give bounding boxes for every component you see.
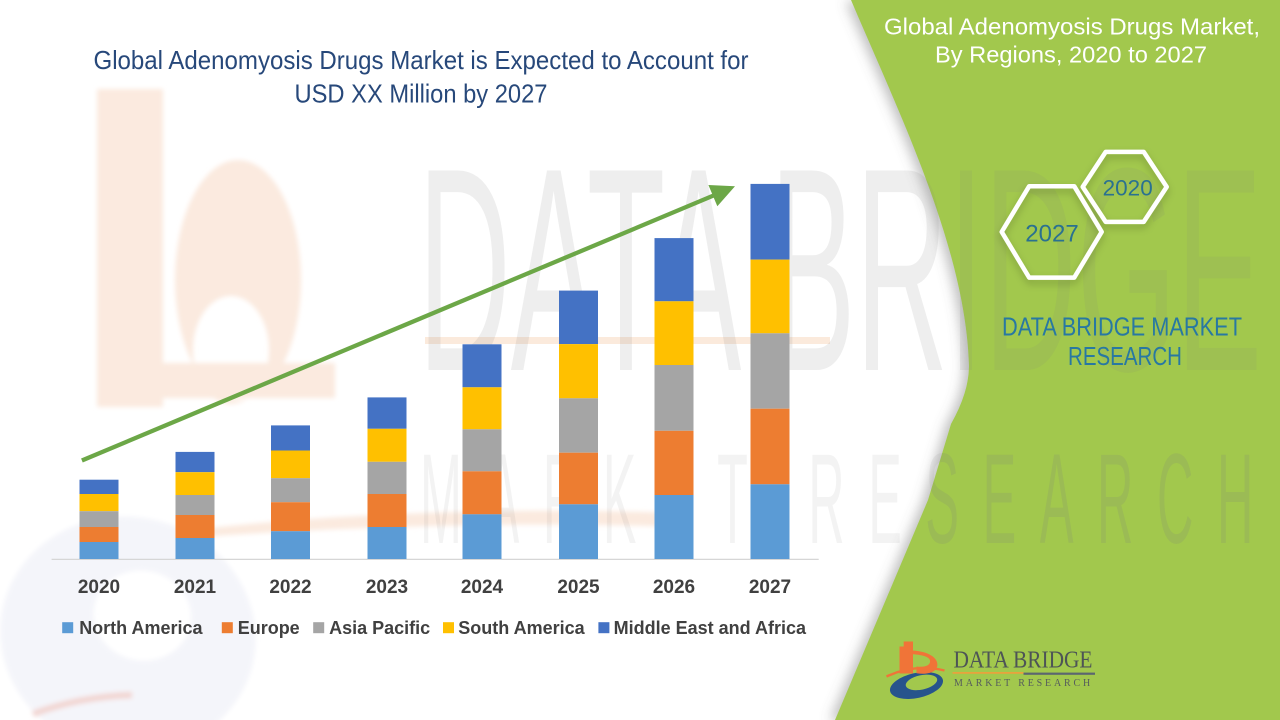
svg-text:2026: 2026 — [653, 577, 695, 598]
svg-text:Global Adenomyosis Drugs Marke: Global Adenomyosis Drugs Market, — [884, 14, 1260, 40]
svg-text:South America: South America — [458, 618, 585, 638]
svg-text:2023: 2023 — [366, 577, 408, 598]
svg-text:2021: 2021 — [174, 577, 217, 598]
svg-text:2024: 2024 — [461, 577, 504, 598]
svg-text:2027: 2027 — [749, 577, 791, 598]
svg-text:2025: 2025 — [557, 577, 600, 598]
svg-text:RESEARCH: RESEARCH — [1068, 341, 1182, 371]
svg-text:Middle East and Africa: Middle East and Africa — [614, 618, 807, 638]
svg-text:DATA BRIDGE: DATA BRIDGE — [954, 647, 1093, 674]
svg-text:Asia Pacific: Asia Pacific — [329, 618, 430, 638]
svg-text:MARKET RESEARCH: MARKET RESEARCH — [954, 678, 1093, 689]
svg-text:2022: 2022 — [269, 577, 311, 598]
svg-text:Global Adenomyosis Drugs Marke: Global Adenomyosis Drugs Market is Expec… — [94, 45, 749, 75]
svg-text:DATA BRIDGE MARKET: DATA BRIDGE MARKET — [1002, 312, 1242, 342]
svg-text:MARKET RESEARCH: MARKET RESEARCH — [420, 428, 1277, 571]
svg-text:By Regions, 2020 to 2027: By Regions, 2020 to 2027 — [935, 42, 1207, 68]
svg-text:2020: 2020 — [78, 577, 120, 598]
svg-text:Europe: Europe — [238, 618, 300, 638]
svg-text:USD XX Million by 2027: USD XX Million by 2027 — [295, 79, 548, 109]
svg-text:2020: 2020 — [1103, 176, 1153, 201]
svg-text:North America: North America — [79, 618, 203, 638]
svg-text:2027: 2027 — [1025, 221, 1078, 248]
